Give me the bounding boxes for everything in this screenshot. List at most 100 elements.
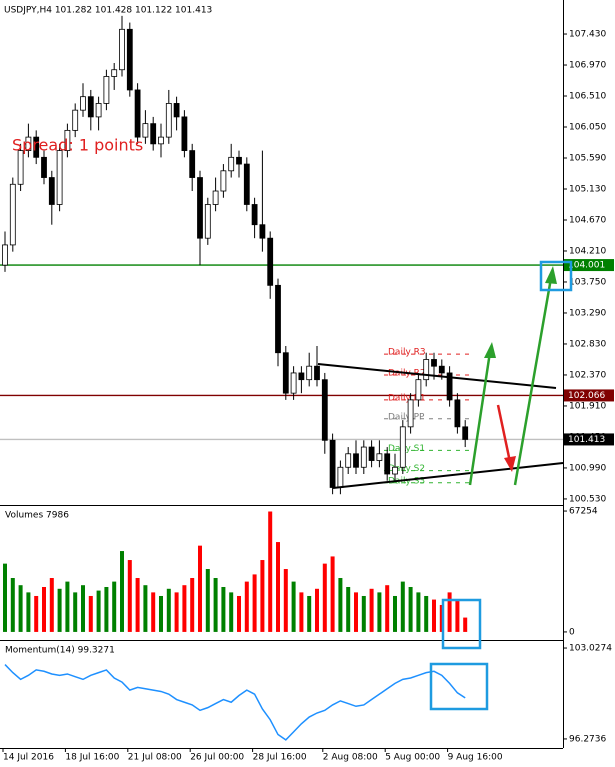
volume-bar bbox=[447, 592, 452, 632]
pivot-label: Daily S1 bbox=[388, 444, 425, 454]
volume-bar bbox=[182, 585, 187, 632]
candle-body bbox=[298, 372, 305, 381]
chart-title: USDJPY,H4 101.282 101.428 101.122 101.41… bbox=[4, 6, 212, 16]
volume-bar bbox=[151, 592, 156, 632]
volume-bar bbox=[385, 585, 390, 632]
highlight-box bbox=[441, 598, 482, 650]
volume-bar bbox=[299, 592, 304, 632]
y-tick-label: 101.910 bbox=[569, 401, 606, 411]
y-tick-label: 103.0274 bbox=[569, 644, 612, 654]
volume-bar bbox=[96, 590, 101, 632]
x-tick-label: 28 Jul 16:00 bbox=[253, 753, 307, 763]
y-tick-label: 0 bbox=[569, 627, 575, 637]
candle-body bbox=[454, 399, 461, 428]
volume-bar bbox=[315, 588, 319, 632]
candle-body bbox=[275, 284, 281, 354]
volume-bar bbox=[221, 586, 226, 632]
candle-body bbox=[181, 116, 188, 151]
arrow-head bbox=[545, 266, 557, 284]
y-tick-label: 105.130 bbox=[569, 184, 606, 194]
volume-bar bbox=[377, 592, 382, 632]
trendline bbox=[317, 363, 557, 389]
volume-bar bbox=[400, 581, 405, 632]
y-tick-label: 104.210 bbox=[569, 246, 606, 256]
y-tick-label: 105.590 bbox=[569, 154, 606, 164]
volume-bar bbox=[49, 578, 54, 632]
candle-body bbox=[119, 28, 125, 71]
candle-body bbox=[423, 359, 430, 381]
candle-body bbox=[392, 466, 398, 475]
volume-bar bbox=[424, 595, 429, 632]
volume-bar bbox=[260, 560, 265, 632]
volume-bar bbox=[57, 588, 62, 632]
arrow-head bbox=[504, 456, 516, 472]
candle-body bbox=[33, 136, 40, 158]
x-tick-label: 14 Jul 2016 bbox=[3, 753, 54, 763]
volume-bar bbox=[229, 592, 234, 632]
volume-bar bbox=[34, 595, 39, 632]
volume-bar bbox=[127, 560, 132, 632]
candle-body bbox=[360, 446, 367, 468]
candle-body bbox=[9, 183, 16, 246]
volume-bar bbox=[213, 578, 218, 632]
volume-bar bbox=[159, 595, 163, 632]
volume-bar bbox=[135, 578, 140, 632]
candle-body bbox=[337, 466, 344, 488]
panel-frames bbox=[0, 0, 564, 749]
price-tag-label: 101.413 bbox=[568, 435, 605, 445]
volume-bar bbox=[338, 578, 343, 632]
pivot-label: Daily R3 bbox=[388, 348, 426, 358]
volume-bar bbox=[190, 578, 195, 632]
volume-bar bbox=[174, 592, 179, 632]
price-tag bbox=[564, 433, 614, 446]
x-tick-label: 5 Aug 00:00 bbox=[385, 753, 440, 763]
arrow bbox=[513, 277, 553, 486]
volume-bar bbox=[205, 569, 210, 632]
volume-bar bbox=[307, 595, 312, 632]
y-tick-label: 103.750 bbox=[569, 277, 606, 287]
arrow bbox=[496, 404, 512, 463]
volume-bar bbox=[369, 588, 374, 632]
x-tick-label: 21 Jul 08:00 bbox=[128, 753, 182, 763]
volume-bar bbox=[361, 595, 366, 632]
candle-body bbox=[236, 156, 242, 165]
candle-body bbox=[251, 204, 258, 226]
volume-bar bbox=[42, 586, 46, 632]
candle-body bbox=[228, 156, 235, 172]
momentum-line bbox=[4, 664, 466, 741]
candle-body bbox=[446, 372, 453, 401]
volume-bar bbox=[88, 595, 93, 632]
volume-bar bbox=[65, 581, 70, 632]
candle-body bbox=[321, 379, 328, 441]
volume-bar bbox=[18, 585, 23, 632]
price-tag-label: 104.001 bbox=[568, 261, 605, 271]
drawings bbox=[317, 260, 573, 711]
volume-bar bbox=[26, 592, 31, 632]
volume-bar bbox=[112, 581, 117, 632]
candle-body bbox=[353, 453, 359, 468]
volume-bar bbox=[198, 545, 202, 632]
marks: 107.430 106.970 106.510 106.050 105.590 105.1… bbox=[0, 15, 614, 763]
x-tick-label: 26 Jul 00:00 bbox=[190, 753, 244, 763]
volume-bar bbox=[244, 581, 249, 632]
panel-title: Momentum(14) 99.3271 bbox=[5, 646, 115, 656]
x-tick-label: 2 Aug 08:00 bbox=[323, 753, 378, 763]
volume-bar bbox=[408, 586, 413, 632]
highlight-box bbox=[539, 260, 573, 292]
volume-bar bbox=[463, 617, 468, 632]
candle-body bbox=[56, 150, 63, 205]
volume-bar bbox=[268, 511, 273, 632]
candle-body bbox=[384, 453, 391, 475]
volume-bar bbox=[73, 592, 78, 632]
candle-body bbox=[212, 190, 219, 205]
trendline bbox=[332, 462, 564, 489]
y-tick-label: 107.430 bbox=[569, 30, 606, 40]
candle-body bbox=[243, 163, 250, 205]
price-tag bbox=[564, 389, 614, 402]
candle-body bbox=[158, 136, 164, 145]
highlight-box bbox=[429, 662, 489, 711]
candle-body bbox=[368, 446, 375, 461]
volume-bar bbox=[416, 592, 421, 632]
y-tick-label: 100.990 bbox=[569, 463, 606, 473]
